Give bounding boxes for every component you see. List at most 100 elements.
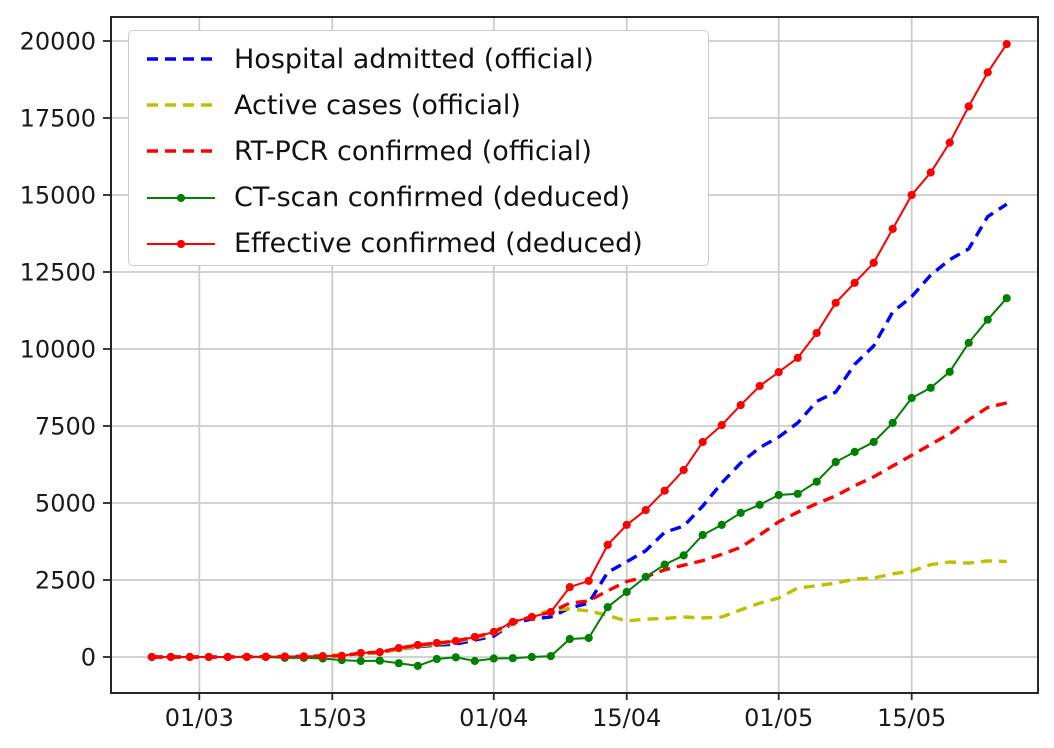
data-point-marker [888,224,897,233]
x-tick-label-01-03: 01/03 [165,704,234,732]
data-point-marker [356,648,365,658]
data-point-marker [527,612,536,622]
legend: Hospital admitted (official) Active cases… [128,30,709,266]
data-point-marker [641,506,650,515]
data-point-marker [983,68,992,77]
x-tick-label-15-03: 15/03 [298,704,367,732]
data-point-marker [812,477,821,486]
y-tick-label-15000: 15000 [20,181,96,209]
data-point-marker [660,486,669,495]
legend-line-sample-effective-confirmed-deduced [147,239,215,248]
data-point-marker [337,651,346,660]
data-point-marker [394,644,403,653]
data-point-marker [489,654,498,663]
data-point-marker [394,659,403,668]
data-point-marker [698,437,707,447]
data-point-marker [812,328,821,338]
y-tick-label-7500: 7500 [35,412,96,440]
data-point-marker [869,437,878,447]
data-point-marker [413,640,422,650]
data-point-marker [736,401,745,410]
legend-line-sample-hospital-admitted-official [147,57,215,61]
y-tick-label-17500: 17500 [20,104,96,132]
data-point-marker [622,587,631,597]
data-point-marker [584,633,593,643]
data-point-marker [546,652,555,661]
legend-label-rt-pcr-confirmed-official: RT-PCR confirmed (official) [234,135,592,167]
data-point-marker [831,457,840,467]
data-point-marker [204,652,213,662]
legend-entry-ct-scan-confirmed-deduced: CT-scan confirmed (deduced) [145,175,708,221]
data-point-marker [470,632,479,642]
data-point-marker [565,583,574,592]
data-point-marker [508,617,517,627]
data-point-marker [166,652,175,662]
data-point-marker [527,652,536,662]
data-point-marker [793,489,802,498]
data-point-marker [660,560,669,569]
data-point-marker [432,638,441,648]
data-point-marker [945,138,954,147]
data-point-marker [983,315,992,324]
data-point-marker [185,652,194,662]
data-point-marker [489,627,498,637]
legend-line-sample-ct-scan-confirmed-deduced [147,193,215,202]
series-rt-pcr-confirmed-official [151,401,1008,659]
data-point-marker [888,418,897,427]
data-point-marker [850,447,859,456]
y-tick-label-5000: 5000 [35,489,96,517]
data-point-marker [451,636,460,646]
series-active-cases-official [151,559,1007,659]
legend-marker-dot [176,239,186,248]
data-point-marker [546,607,555,617]
legend-entry-active-cases-official: Active cases (official) [145,82,708,128]
data-point-marker [717,421,726,430]
data-point-marker [964,102,973,111]
y-tick-label-2500: 2500 [35,566,96,594]
y-tick-label-20000: 20000 [20,27,96,55]
data-point-marker [717,520,726,530]
legend-entry-rt-pcr-confirmed-official: RT-PCR confirmed (official) [145,128,708,174]
x-tick-label-01-05: 01/05 [744,704,813,732]
data-point-marker [147,652,156,662]
series-line-effective-confirmed-deduced [151,43,1008,658]
series-line-rt-pcr-confirmed-official [151,401,1008,659]
data-point-marker [907,190,916,200]
data-point-marker [964,338,973,347]
data-point-marker [698,530,707,540]
data-point-marker [679,465,688,475]
legend-marker-dot [176,193,186,202]
data-point-marker [470,656,479,666]
series-ct-scan-confirmed-deduced [147,294,1011,671]
data-point-marker [755,381,764,391]
data-point-marker [413,661,422,671]
data-point-marker [565,634,574,644]
tick-marks-and-labels: 01/03 15/03 01/04 15/04 01/05 15/05 0 2500 5000 7… [20,27,947,732]
data-point-marker [375,656,384,665]
data-point-marker [926,168,935,177]
series-line-hospital-admitted-official [151,202,1008,659]
data-point-marker [622,520,631,530]
legend-entry-hospital-admitted-official: Hospital admitted (official) [145,36,708,82]
data-point-marker [774,490,783,500]
y-tick-label-10000: 10000 [20,335,96,363]
data-point-marker [850,278,859,287]
legend-label-ct-scan-confirmed-deduced: CT-scan confirmed (deduced) [234,182,631,214]
data-point-marker [299,652,308,661]
legend-line-sample-active-cases-official [147,103,215,107]
data-point-marker [755,500,764,509]
data-point-marker [508,654,517,663]
x-tick-label-01-04: 01/04 [459,704,528,732]
data-point-marker [432,654,441,664]
x-tick-label-15-05: 15/05 [877,704,946,732]
series-line-ct-scan-confirmed-deduced [151,297,1008,667]
data-point-marker [869,258,878,267]
data-point-marker [679,551,688,560]
data-point-marker [793,353,802,362]
series-hospital-admitted-official [151,202,1008,659]
legend-label-active-cases-official: Active cases (official) [234,89,521,121]
data-point-marker [831,298,840,307]
series-effective-confirmed-deduced [147,40,1011,662]
data-point-marker [375,648,384,657]
